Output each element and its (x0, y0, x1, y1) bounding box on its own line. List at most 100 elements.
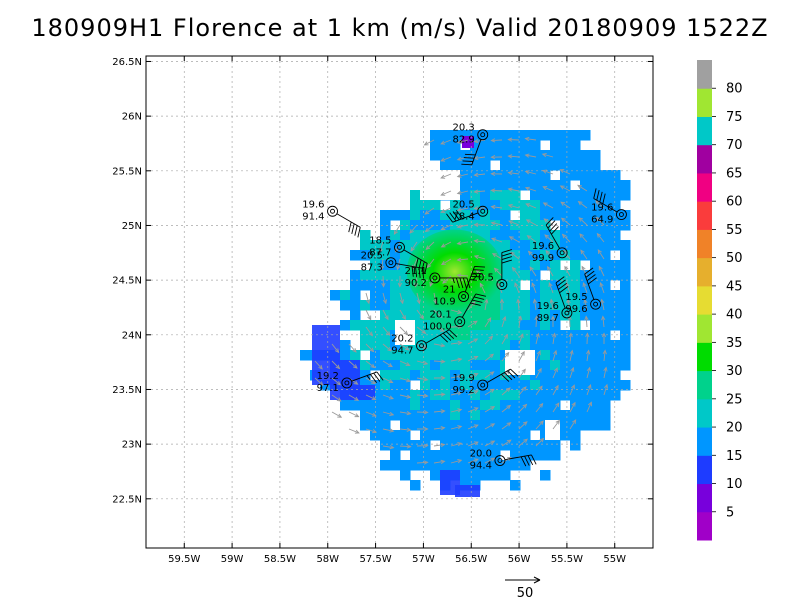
speed-cell (550, 160, 561, 171)
dropsonde-observation: 19.664.9 (591, 188, 627, 226)
observation-speed: 19.2 (317, 371, 339, 382)
speed-cell (560, 210, 571, 221)
observation-speed: 19.6 (537, 301, 559, 312)
wind-vector (457, 224, 469, 228)
speed-cell (430, 150, 441, 161)
wind-vector (569, 333, 572, 345)
speed-cell (510, 130, 521, 141)
speed-cell (490, 200, 501, 211)
wind-vector (433, 444, 445, 447)
speed-cell (380, 210, 391, 221)
speed-cell (610, 180, 621, 191)
speed-cell (500, 200, 511, 211)
dropsonde-observation: 20.382.9 (452, 123, 489, 166)
observation-value: 100.0 (423, 322, 452, 333)
speed-cell (480, 230, 491, 241)
speed-cell (470, 310, 481, 321)
speed-cell (370, 290, 381, 301)
speed-cell (510, 270, 521, 281)
speed-cell (510, 230, 521, 241)
speed-cell (400, 360, 411, 371)
longitude-label: 59W (221, 554, 244, 565)
speed-cell (320, 380, 331, 391)
colorbar-swatch (697, 144, 712, 174)
speed-cell (530, 440, 541, 451)
speed-cell (540, 300, 551, 311)
speed-cell (390, 430, 401, 441)
speed-cell (600, 270, 611, 281)
speed-cell (360, 240, 371, 251)
speed-cell (380, 220, 391, 231)
dropsonde-observation: 21.190.2 (405, 266, 471, 289)
speed-cell (580, 380, 591, 391)
wind-vector (586, 384, 592, 396)
speed-cell (540, 220, 551, 231)
wind-vector (348, 411, 359, 418)
wind-vector (577, 184, 588, 192)
wind-vector (514, 282, 520, 294)
speed-cell (390, 440, 401, 451)
speed-cell (450, 310, 461, 321)
speed-cell (380, 400, 391, 411)
speed-cell (590, 380, 601, 391)
speed-cell (480, 330, 491, 341)
speed-cell (530, 260, 541, 271)
speed-cell (530, 370, 541, 381)
wind-vector (467, 301, 476, 311)
wind-vector (484, 371, 494, 379)
speed-cell (460, 180, 471, 191)
speed-cell (450, 350, 461, 361)
speed-cell (590, 410, 601, 421)
speed-cell (420, 340, 431, 351)
colorbar-swatch (697, 370, 712, 400)
speed-cell (420, 380, 431, 391)
speed-cell (430, 380, 441, 391)
map-frame (145, 55, 654, 549)
speed-cell (410, 450, 421, 461)
speed-cell (430, 210, 441, 221)
wind-vector (399, 309, 406, 320)
speed-cell (410, 190, 421, 201)
speed-cell (490, 390, 501, 401)
speed-cell (550, 190, 561, 201)
wind-vector (433, 292, 437, 304)
speed-cell (460, 320, 471, 331)
speed-cell (550, 210, 561, 221)
speed-cell (350, 400, 361, 411)
wind-vector (479, 283, 486, 294)
speed-cell (550, 380, 561, 391)
speed-cell (500, 470, 511, 481)
speed-cell (360, 280, 371, 291)
wind-vector (433, 427, 445, 430)
wind-vector (578, 217, 588, 226)
wind-vector (529, 266, 537, 277)
speed-cell (420, 430, 431, 441)
wind-vector (569, 350, 573, 362)
speed-cell (590, 360, 601, 371)
wind-vector (501, 456, 512, 464)
speed-cell (380, 320, 391, 331)
speed-cell (530, 170, 541, 181)
colorbar-label: 45 (726, 279, 743, 294)
speed-cell (500, 290, 511, 301)
speed-cell (550, 140, 561, 151)
latitude-labels: 26.5N 26N 25.5N 25N 24.5N 24N 23.5N 23N 22.5N (112, 57, 142, 505)
speed-cell (460, 420, 471, 431)
speed-cell (380, 390, 391, 401)
speed-cell (410, 370, 421, 381)
wind-vector (415, 275, 418, 287)
speed-cell (490, 300, 501, 311)
speed-cell (490, 330, 501, 341)
observation-speed: 20.3 (452, 123, 474, 134)
wind-vector (382, 360, 393, 368)
speed-cell (530, 450, 541, 461)
speed-cell (520, 140, 531, 151)
speed-cell (460, 310, 471, 321)
wind-vector (560, 201, 571, 209)
speed-cell (620, 260, 631, 271)
wind-vector (457, 207, 469, 211)
colorbar-label: 35 (726, 336, 743, 351)
speed-cell (520, 300, 531, 311)
colorbar-label: 65 (726, 166, 743, 181)
